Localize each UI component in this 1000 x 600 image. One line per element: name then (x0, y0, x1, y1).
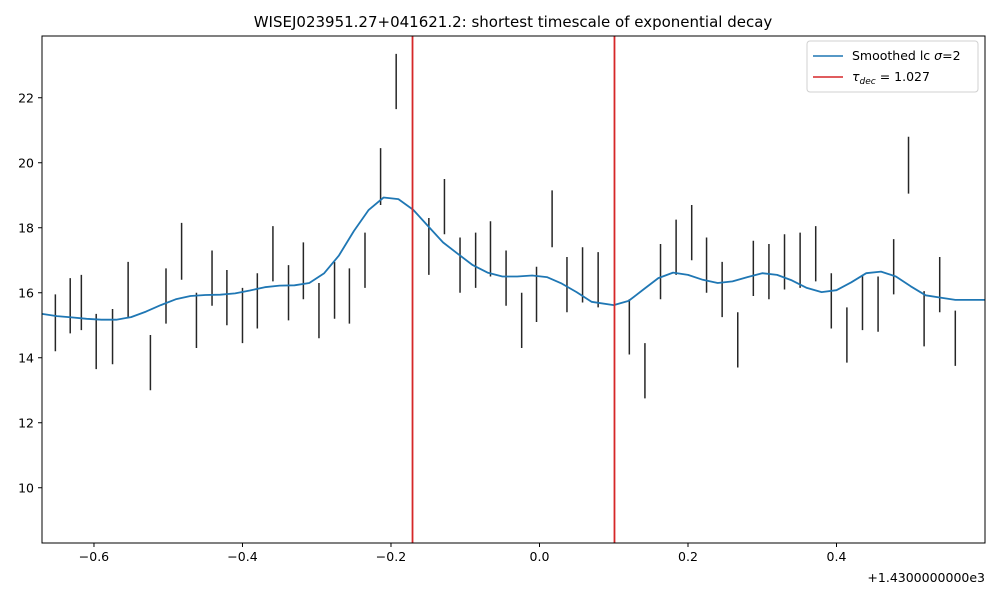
y-tick-label: 14 (18, 350, 34, 365)
x-tick-label: 0.2 (678, 549, 698, 564)
y-tick-label: 10 (18, 480, 34, 495)
y-tick-label: 12 (18, 415, 34, 430)
x-tick-label: −0.2 (376, 549, 406, 564)
y-tick-label: 20 (18, 155, 34, 170)
x-tick-label: 0.0 (530, 549, 550, 564)
legend-label-smoothed: Smoothed lc σ=2 (852, 48, 961, 63)
y-tick-label: 18 (18, 220, 34, 235)
y-tick-label: 16 (18, 285, 34, 300)
smoothed-lc-line (41, 196, 985, 321)
chart-title: WISEJ023951.27+041621.2: shortest timesc… (254, 13, 773, 31)
x-tick-label: −0.4 (227, 549, 257, 564)
x-tick-label: −0.6 (79, 549, 109, 564)
plot-area (41, 36, 985, 543)
legend-label-tau: τdec = 1.027 (852, 69, 930, 87)
x-offset-label: +1.4300000000e3 (867, 570, 985, 585)
x-tick-label: 0.4 (827, 549, 847, 564)
axes-frame (41, 35, 986, 544)
y-tick-label: 22 (18, 90, 34, 105)
legend: Smoothed lc σ=2 τdec = 1.027 (806, 40, 979, 93)
axes: −0.6 −0.4 −0.2 0.0 0.2 0.4 10 12 14 16 18 20 22 (18, 35, 986, 564)
legend-box (806, 40, 979, 93)
